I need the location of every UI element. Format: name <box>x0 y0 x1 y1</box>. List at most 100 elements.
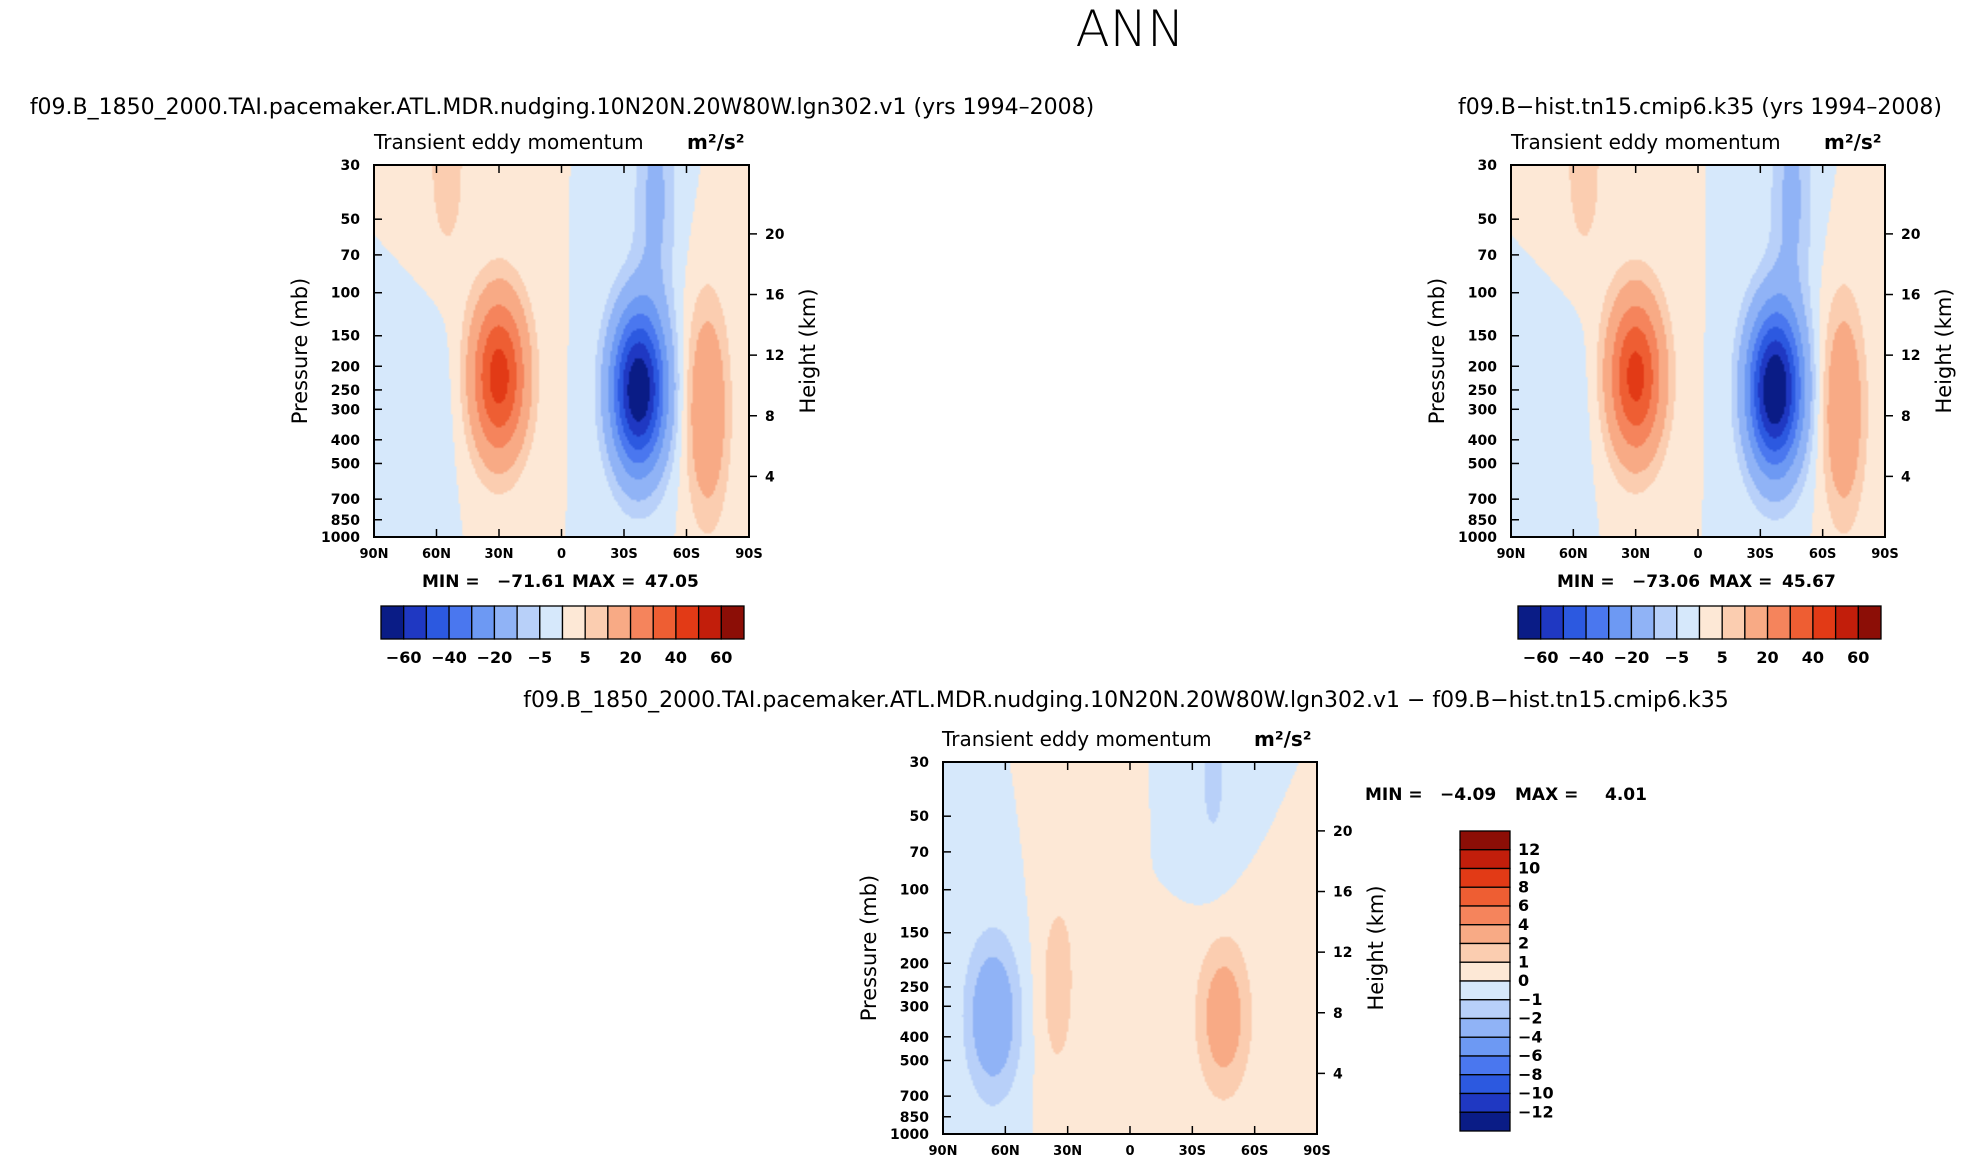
y-tick-label: 850 <box>331 513 360 529</box>
y-tick-label: 30 <box>341 158 361 174</box>
colorbar-label: 6 <box>1518 896 1529 915</box>
colorbar-box <box>1459 1074 1511 1095</box>
panel-1-colorbar: −60 −40 −20 −5 5 20 40 60 <box>380 605 745 667</box>
colorbar-box <box>1459 980 1511 1001</box>
y-tick-label: 200 <box>1468 359 1497 375</box>
y-tick-label: 150 <box>1468 329 1497 345</box>
x-tick-label: 30S <box>1747 547 1774 562</box>
y-tick-label: 100 <box>900 883 929 899</box>
x-tick-label: 30N <box>1621 547 1650 562</box>
colorbar-label: −40 <box>431 648 467 667</box>
y-tick-label: 300 <box>331 402 360 418</box>
colorbar-box <box>1459 1017 1511 1038</box>
x-tick-label: 60N <box>1559 547 1588 562</box>
y-tick-label: 400 <box>1468 433 1497 449</box>
panel-1-max-value: 47.05 <box>645 572 699 592</box>
x-tick-label: 0 <box>1693 547 1702 562</box>
colorbar-label: −1 <box>1518 990 1543 1009</box>
y-tick-label: 70 <box>341 248 361 264</box>
height-tick-label: 12 <box>1333 945 1352 961</box>
panel-1-max-label: MAX = <box>572 572 635 592</box>
panel-1-min-label: MIN = <box>422 572 480 592</box>
colorbar-box <box>493 605 518 640</box>
y2-axis-title: Height (km) <box>796 288 820 413</box>
colorbar-label: −8 <box>1518 1065 1543 1084</box>
y-tick-label: 500 <box>1468 456 1497 472</box>
panel-2-min-label: MIN = <box>1557 572 1615 592</box>
y-tick-label: 150 <box>900 926 929 942</box>
colorbar-label: 10 <box>1518 859 1540 878</box>
colorbar-label: 40 <box>1802 648 1824 667</box>
y-tick-label: 400 <box>900 1030 929 1046</box>
colorbar-box <box>584 605 609 640</box>
colorbar-box <box>697 605 722 640</box>
x-tick-label: 90N <box>929 1144 958 1159</box>
x-tick-label: 30N <box>485 547 514 562</box>
colorbar-box <box>1459 1055 1511 1076</box>
colorbar-box <box>1459 849 1511 870</box>
x-tick-label: 90N <box>1497 547 1526 562</box>
x-tick-label: 30S <box>610 547 637 562</box>
height-tick-label: 4 <box>765 469 775 485</box>
y-tick-label: 250 <box>331 383 360 399</box>
y-axis-title: Pressure (mb) <box>857 875 881 1022</box>
colorbar-label: 60 <box>1847 648 1869 667</box>
figure-title: ANN <box>1075 0 1184 58</box>
panel-3-max-value: 4.01 <box>1605 785 1647 805</box>
panel-2-case-label: f09.B−hist.tn15.cmip6.k35 (yrs 1994–2008… <box>1458 95 1942 120</box>
panel-1-title: Transient eddy momentum <box>373 130 644 154</box>
colorbar-box <box>1676 605 1701 640</box>
contour-field <box>374 165 749 537</box>
colorbar-box <box>1459 1036 1511 1057</box>
y-tick-label: 200 <box>331 359 360 375</box>
y-tick-label: 70 <box>1478 248 1498 264</box>
y2-axis-title: Height (km) <box>1932 288 1956 413</box>
y-tick-label: 50 <box>910 809 930 825</box>
y-tick-label: 700 <box>331 492 360 508</box>
x-tick-label: 60N <box>422 547 451 562</box>
y-tick-label: 50 <box>1478 212 1498 228</box>
colorbar-label: 1 <box>1518 952 1529 971</box>
x-tick-label: 90S <box>735 547 762 562</box>
y-tick-label: 500 <box>331 456 360 472</box>
colorbar-label: 2 <box>1518 934 1529 953</box>
x-tick-label: 60S <box>673 547 700 562</box>
panel-2-units: m²/s² <box>1824 130 1882 154</box>
colorbar-box <box>1459 867 1511 888</box>
colorbar-label: −40 <box>1568 648 1604 667</box>
panel-2-max-value: 45.67 <box>1782 572 1836 592</box>
contour-field <box>943 762 1317 1134</box>
y-tick-label: 30 <box>910 755 930 771</box>
height-tick-label: 16 <box>1901 288 1920 304</box>
colorbar-label: 4 <box>1518 915 1529 934</box>
y-tick-label: 300 <box>900 999 929 1015</box>
colorbar-label: −5 <box>528 648 553 667</box>
colorbar-box <box>1585 605 1610 640</box>
contour-field <box>1511 165 1885 537</box>
panel-2-title: Transient eddy momentum <box>1510 130 1781 154</box>
height-tick-label: 20 <box>1901 227 1921 243</box>
colorbar-label: −20 <box>1614 648 1650 667</box>
y2-axis-title: Height (km) <box>1364 885 1388 1010</box>
y-tick-label: 1000 <box>890 1127 929 1143</box>
height-tick-label: 16 <box>765 288 784 304</box>
colorbar-box <box>403 605 428 640</box>
panel-1-plot: 90N 60N 30N 0 30S 60S 90S 30 50 70 100 150 200 250 300… <box>288 158 820 562</box>
colorbar-box <box>1721 605 1746 640</box>
colorbar-box <box>1540 605 1565 640</box>
x-tick-label: 90S <box>1303 1144 1330 1159</box>
colorbar-box <box>1812 605 1837 640</box>
panel-3-case-label: f09.B_1850_2000.TAI.pacemaker.ATL.MDR.nu… <box>523 688 1728 713</box>
panel-2-colorbar: −60 −40 −20 −5 5 20 40 60 <box>1517 605 1882 667</box>
y-tick-label: 850 <box>900 1110 929 1126</box>
colorbar-label: 5 <box>1717 648 1728 667</box>
height-tick-label: 16 <box>1333 885 1352 901</box>
y-tick-label: 500 <box>900 1053 929 1069</box>
y-tick-label: 400 <box>331 433 360 449</box>
y-tick-label: 30 <box>1478 158 1498 174</box>
colorbar-box <box>1766 605 1791 640</box>
y-tick-label: 100 <box>1468 286 1497 302</box>
height-tick-label: 4 <box>1901 469 1911 485</box>
height-tick-label: 8 <box>1333 1006 1343 1022</box>
panel-3-min-value: −4.09 <box>1440 785 1496 805</box>
